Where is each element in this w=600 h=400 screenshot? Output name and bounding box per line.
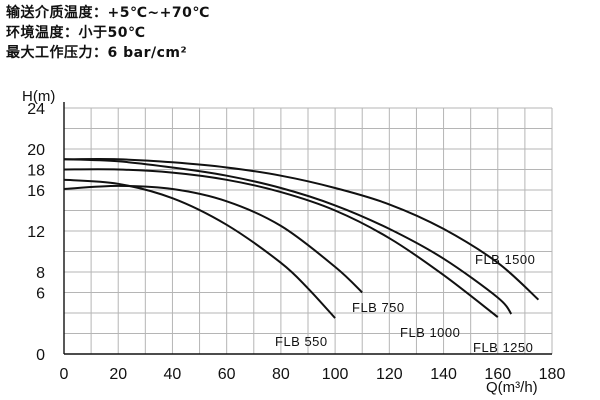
curve-label-flb-1250: FLB 1250 xyxy=(473,340,533,355)
x-tick-label: 0 xyxy=(60,366,69,383)
x-tick-label: 140 xyxy=(430,366,457,383)
x-tick-label: 100 xyxy=(322,366,349,383)
x-tick-label: 20 xyxy=(109,366,127,383)
spec-line-ambient: 环境温度：小于50℃ xyxy=(6,25,146,41)
y-tick-label: 12 xyxy=(27,224,45,241)
x-tick-label: 60 xyxy=(218,366,236,383)
curve-label-flb-750: FLB 750 xyxy=(352,300,405,315)
curve-flb-1250 xyxy=(63,158,513,315)
curve-flb-1000 xyxy=(63,168,499,318)
y-axis-title: H(m) xyxy=(22,88,55,105)
y-tick-label: 18 xyxy=(27,163,45,180)
spec-line-pressure: 最大工作压力：6 bar/cm² xyxy=(6,45,188,61)
x-tick-label: 180 xyxy=(539,366,566,383)
spec-line-temperature: 输送介质温度：+5℃~+70℃ xyxy=(6,5,210,21)
y-tick-label: 16 xyxy=(27,183,45,200)
y-tick-label: 8 xyxy=(36,265,45,282)
x-axis-title: Q(m³/h) xyxy=(486,379,538,396)
curve-flb-550 xyxy=(63,178,336,319)
curve-flb-1500 xyxy=(63,158,540,301)
curve-label-flb-1500: FLB 1500 xyxy=(475,252,535,267)
curve-flb-750 xyxy=(63,184,363,294)
chart-labels: 0 20 40 60 80 100 120 140 160 180 0 6 8 12 16 18 20 24 FLB… xyxy=(27,101,565,383)
y-tick-label: 6 xyxy=(36,286,45,303)
x-tick-label: 160 xyxy=(484,366,511,383)
y-tick-label: 0 xyxy=(36,347,45,364)
curve-label-flb-1000: FLB 1000 xyxy=(400,325,460,340)
x-tick-label: 40 xyxy=(164,366,182,383)
chart-grid xyxy=(63,102,553,355)
y-tick-label: 20 xyxy=(27,142,45,159)
y-tick-label: 24 xyxy=(27,101,45,118)
curve-label-flb-550: FLB 550 xyxy=(275,334,328,349)
chart-curves xyxy=(63,158,540,319)
x-tick-label: 80 xyxy=(272,366,290,383)
x-tick-label: 120 xyxy=(376,366,403,383)
